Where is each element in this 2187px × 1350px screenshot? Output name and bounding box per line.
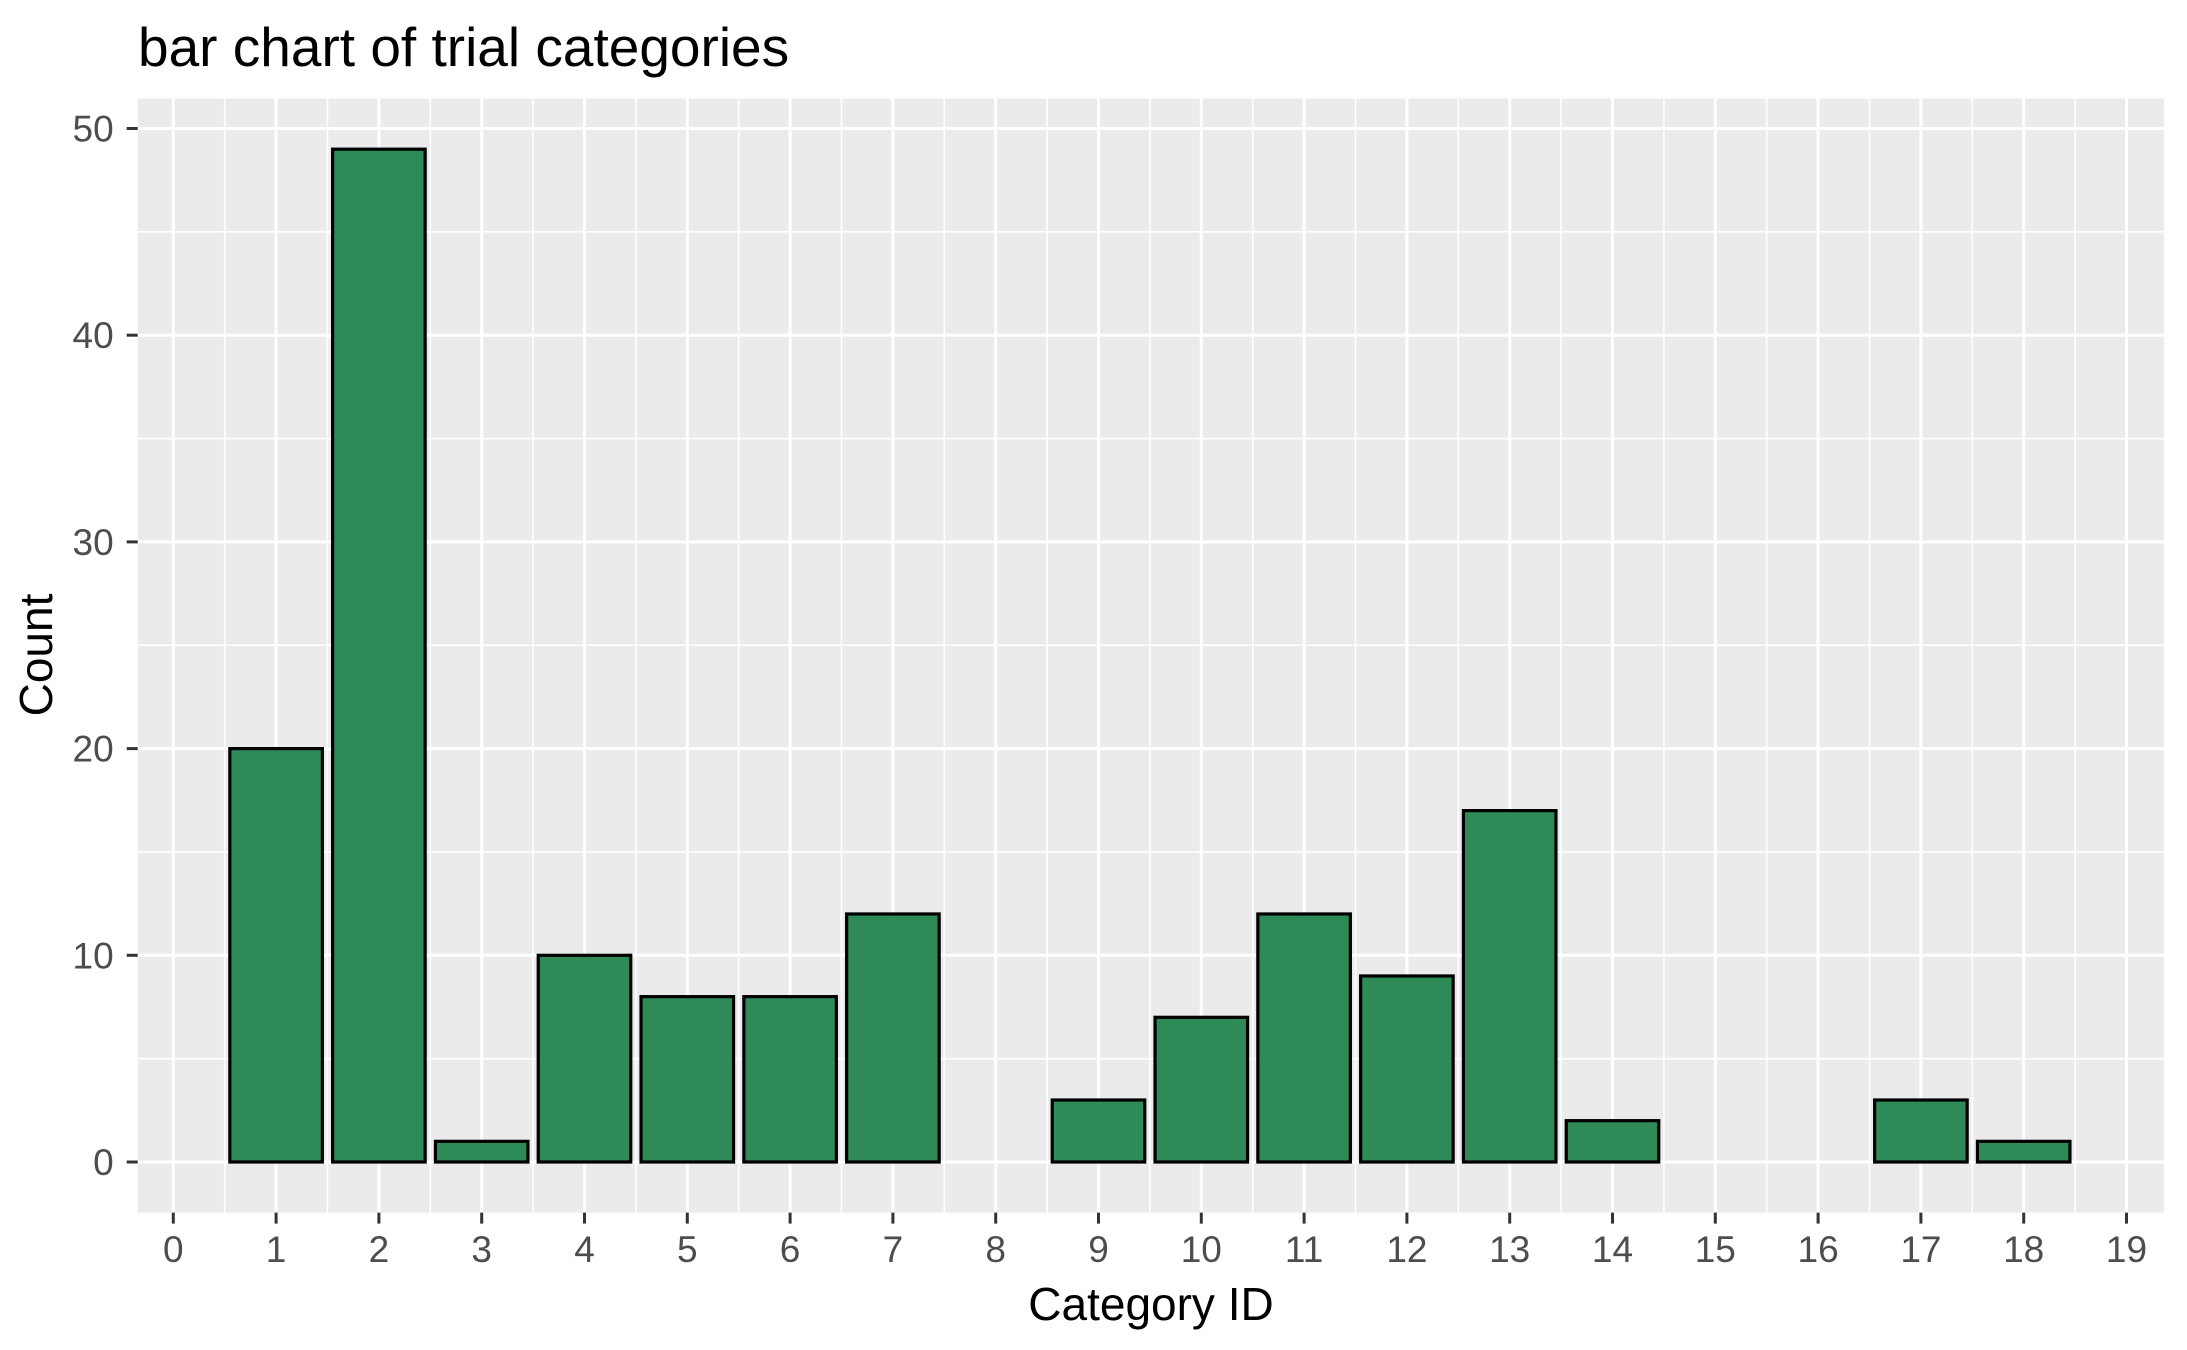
x-tick-label: 6 [780,1229,801,1270]
y-tick-label: 30 [73,522,114,563]
bar-category-1 [228,746,324,1164]
plot-panel [137,98,2165,1213]
x-tick-label: 0 [163,1229,184,1270]
x-tick-label: 15 [1695,1229,1736,1270]
bar-category-9 [1050,1098,1147,1164]
x-tick-label: 19 [2106,1229,2147,1270]
y-tick-label: 40 [73,315,114,356]
y-tick-label: 0 [93,1142,114,1183]
bar-category-18 [1975,1139,2072,1164]
y-tick-label: 50 [73,109,114,150]
bar-category-11 [1256,912,1352,1164]
bar-category-3 [433,1139,530,1164]
y-tick-label: 10 [73,935,114,976]
y-axis-title: Count [10,593,62,716]
x-tick-label: 7 [883,1229,904,1270]
x-tick-label: 2 [369,1229,390,1270]
bar-category-4 [536,953,633,1164]
x-tick-label: 9 [1088,1229,1109,1270]
x-tick-label: 10 [1181,1229,1222,1270]
bar-category-10 [1153,1015,1250,1164]
x-tick-label: 4 [574,1229,595,1270]
bar-category-5 [639,995,736,1164]
bar-category-12 [1359,974,1455,1164]
x-tick-label: 8 [985,1229,1006,1270]
bar-category-7 [845,912,941,1164]
x-tick-label: 13 [1489,1229,1530,1270]
x-tick-label: 17 [1900,1229,1941,1270]
bar-category-14 [1564,1119,1661,1164]
y-tick-label: 20 [73,729,114,770]
x-tick-label: 5 [677,1229,698,1270]
x-tick-label: 18 [2003,1229,2044,1270]
bar-category-13 [1461,809,1558,1164]
x-tick-label: 3 [471,1229,492,1270]
chart-title: bar chart of trial categories [138,16,789,78]
x-tick-label: 1 [266,1229,287,1270]
x-tick-label: 16 [1798,1229,1839,1270]
x-tick-label: 12 [1386,1229,1427,1270]
bar-category-17 [1873,1098,1969,1164]
x-axis-title: Category ID [1028,1278,1273,1330]
bar-category-6 [742,995,838,1164]
x-tick-label: 11 [1285,1229,1323,1270]
bar-category-2 [331,147,427,1164]
x-tick-label: 14 [1592,1229,1633,1270]
